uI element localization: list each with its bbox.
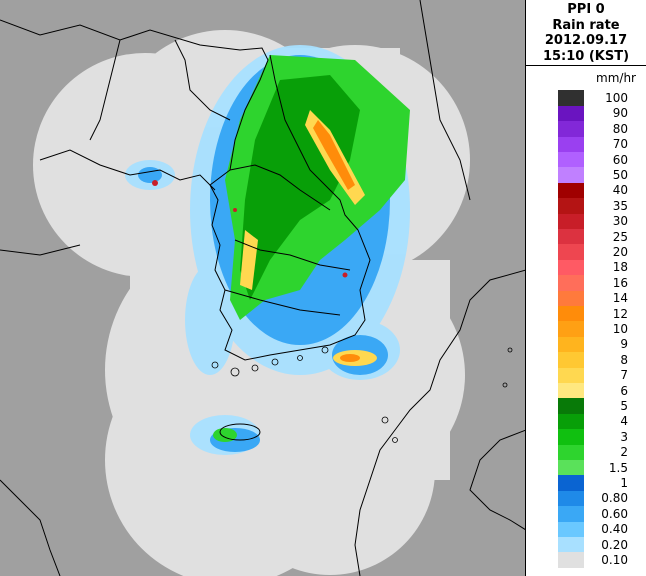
scale-label: 1.5: [608, 460, 628, 475]
title-block: PPI 0 Rain rate 2012.09.17 15:10 (KST): [526, 0, 646, 66]
scale-label: 70: [612, 137, 628, 152]
scale-label: 8: [620, 352, 628, 367]
scale-label: 0.80: [601, 491, 628, 506]
scale-swatch: [558, 336, 584, 353]
precip-orange: [313, 120, 360, 362]
scale-swatch: [558, 398, 584, 414]
scale-swatch: [558, 151, 584, 168]
scale-swatch: [558, 228, 584, 245]
scale-swatch: [558, 136, 584, 153]
scale-swatch: [558, 244, 584, 260]
scale-label: 10: [612, 322, 628, 336]
scale-swatch: [558, 105, 584, 122]
scale-label: 90: [612, 106, 628, 121]
coastlines: [0, 0, 525, 576]
scale-swatch: [558, 305, 584, 322]
scale-swatch: [558, 382, 584, 399]
scale-label: 1: [620, 476, 628, 490]
scale-label: 7: [620, 368, 628, 383]
scale-swatch: [558, 505, 584, 522]
scale-swatch: [558, 259, 584, 276]
legend-panel: PPI 0 Rain rate 2012.09.17 15:10 (KST) m…: [526, 0, 646, 576]
scale-label: 100: [605, 91, 628, 105]
scale-label: 20: [612, 245, 628, 259]
scale-swatch: [558, 351, 584, 368]
scale-label: 9: [620, 337, 628, 352]
scale-label: 80: [612, 121, 628, 136]
scale-swatch: [558, 367, 584, 384]
scale-swatch: [558, 167, 584, 183]
scale-swatch: [558, 444, 584, 461]
scale-label: 3: [620, 429, 628, 444]
radar-map-svg: [0, 0, 525, 576]
scale-swatch: [558, 490, 584, 507]
scale-label: 16: [612, 275, 628, 290]
scale-swatch: [558, 120, 584, 137]
scale-label: 25: [612, 229, 628, 244]
scale-label: 12: [612, 306, 628, 321]
scale-label: 14: [612, 291, 628, 306]
scale-label: 0.20: [601, 537, 628, 552]
precip-red: [152, 180, 348, 278]
scale-swatch: [558, 521, 584, 538]
scale-swatch: [558, 213, 584, 230]
scale-label: 6: [620, 383, 628, 398]
scale-label: 0.40: [601, 522, 628, 537]
scale-label: 40: [612, 183, 628, 198]
scale-label: 30: [612, 214, 628, 229]
scale-swatch: [558, 413, 584, 430]
product-name: PPI 0: [567, 2, 605, 17]
scale-label: 0.60: [601, 506, 628, 521]
scale-label: 4: [620, 414, 628, 429]
scale-label: 50: [612, 168, 628, 182]
scale-label: 2: [620, 445, 628, 460]
scale-swatch: [558, 428, 584, 445]
product-date: 2012.09.17: [544, 33, 628, 48]
scale-labels: 0.10 0.20 0.40 0.60 0.80 1 1.5 2 3 4 5 6 7 8 9 10 12 14 16…: [526, 90, 630, 570]
scale-swatch: [558, 321, 584, 337]
scale-swatch: [558, 290, 584, 307]
scale-swatch: [558, 90, 584, 106]
scale-label: 5: [620, 399, 628, 413]
product-time: 15:10 (KST): [542, 48, 630, 64]
color-scale: [558, 90, 584, 568]
scale-swatch: [558, 536, 584, 553]
scale-swatch: [558, 459, 584, 476]
scale-swatch: [558, 552, 584, 568]
scale-label: 35: [612, 198, 628, 213]
scale-swatch: [558, 475, 584, 491]
scale-swatch: [558, 197, 584, 214]
legend-unit: mm/hr: [596, 71, 636, 85]
product-variable: Rain rate: [552, 17, 620, 33]
radar-map[interactable]: [0, 0, 526, 576]
scale-label: 0.10: [601, 553, 628, 567]
islands: [211, 346, 513, 443]
scale-label: 18: [612, 260, 628, 275]
scale-swatch: [558, 182, 584, 199]
scale-label: 60: [612, 152, 628, 167]
scale-swatch: [558, 274, 584, 291]
